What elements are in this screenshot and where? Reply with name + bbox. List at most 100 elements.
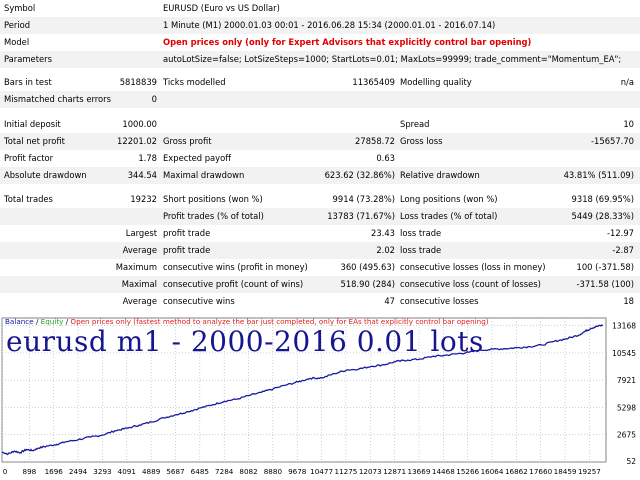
- average-profit-label: profit trade: [163, 245, 211, 255]
- trades-value: 19232: [130, 194, 157, 204]
- x-tick-label: 8880: [264, 467, 283, 476]
- netprofit-label: Total net profit: [4, 136, 65, 146]
- x-tick-label: 18459: [554, 467, 577, 476]
- average-loss-label: loss trade: [400, 245, 442, 255]
- maxprofit-value: 518.90 (284): [340, 279, 396, 289]
- grossloss-value: -15657.70: [591, 136, 634, 146]
- grossprofit-value: 27858.72: [355, 136, 395, 146]
- maximal-label: Maximal: [121, 279, 157, 289]
- maxdd-label: Maximal drawdown: [163, 170, 245, 180]
- profittr-value: 13783 (71.67%): [327, 211, 395, 221]
- x-tick-label: 12073: [359, 467, 382, 476]
- x-tick-label: 16064: [481, 467, 504, 476]
- maxprofit-label: consecutive profit (count of wins): [163, 279, 304, 289]
- grossprofit-label: Gross profit: [163, 136, 212, 146]
- x-tick-label: 12871: [383, 467, 406, 476]
- profittr-label: Profit trades (% of total): [163, 211, 264, 221]
- average-loss-value: -2.87: [612, 245, 634, 255]
- maximum-label: Maximum: [115, 262, 157, 272]
- pf-label: Profit factor: [4, 153, 54, 163]
- overlay-title: eurusd m1 - 2000-2016 0.01 lots: [6, 325, 484, 358]
- largest-label: Largest: [125, 228, 157, 238]
- x-tick-label: 19257: [578, 467, 601, 476]
- legend-sep2: /: [63, 317, 71, 326]
- x-tick-label: 9678: [288, 467, 307, 476]
- maxwins-value: 360 (495.63): [340, 262, 396, 272]
- y-tick-label: 52: [626, 457, 636, 466]
- y-tick-label: 10545: [612, 349, 636, 358]
- maxlosses-label: consecutive losses (loss in money): [400, 262, 546, 272]
- legend-equity: Equity: [40, 317, 64, 326]
- legend-description: (fastest method to analyze the bar just …: [131, 317, 489, 326]
- bars-value: 5818839: [119, 77, 157, 87]
- x-tick-label: 0: [3, 467, 8, 476]
- maxloss-value: -371.58 (100): [576, 279, 634, 289]
- mismatch-value: 0: [151, 94, 157, 104]
- x-tick-label: 5687: [166, 467, 184, 476]
- netprofit-value: 12201.02: [117, 136, 157, 146]
- reldd-value: 43.81% (511.09): [563, 170, 634, 180]
- largest-profit-value: 23.43: [371, 228, 395, 238]
- payoff-label: Expected payoff: [163, 153, 232, 163]
- absdd-value: 344.54: [127, 170, 157, 180]
- x-tick-label: 898: [23, 467, 37, 476]
- x-tick-label: 11275: [335, 467, 358, 476]
- legend-sep1: /: [33, 317, 41, 326]
- short-label: Short positions (won %): [163, 194, 263, 204]
- deposit-label: Initial deposit: [4, 119, 61, 129]
- absdd-label: Absolute drawdown: [4, 170, 87, 180]
- x-tick-label: 10477: [310, 467, 333, 476]
- model-label: Model: [4, 37, 30, 47]
- ticks-value: 11365409: [352, 77, 395, 87]
- losstr-label: Loss trades (% of total): [400, 211, 498, 221]
- long-label: Long positions (won %): [400, 194, 498, 204]
- maxloss-label: consecutive loss (count of losses): [400, 279, 541, 289]
- average-label: Average: [122, 245, 157, 255]
- long-value: 9318 (69.95%): [571, 194, 634, 204]
- x-tick-label: 8082: [239, 467, 257, 476]
- quality-label: Modelling quality: [400, 77, 472, 87]
- params-value: autoLotSize=false; LotSizeSteps=1000; St…: [163, 54, 622, 64]
- bars-label: Bars in test: [4, 77, 52, 87]
- x-tick-label: 4091: [118, 467, 136, 476]
- trades-label: Total trades: [4, 194, 53, 204]
- spread-label: Spread: [400, 119, 430, 129]
- balance-series-line: [1, 324, 604, 456]
- x-tick-label: 17660: [529, 467, 552, 476]
- ticks-label: Ticks modelled: [163, 77, 226, 87]
- short-value: 9914 (73.28%): [332, 194, 395, 204]
- y-tick-label: 13168: [612, 322, 636, 331]
- deposit-value: 1000.00: [122, 119, 157, 129]
- largest-loss-label: loss trade: [400, 228, 442, 238]
- x-tick-label: 15266: [456, 467, 479, 476]
- x-tick-label: 4889: [142, 467, 161, 476]
- maxlosses-value: 100 (-371.58): [576, 262, 634, 272]
- maxdd-value: 623.62 (32.86%): [324, 170, 395, 180]
- chart-legend: Balance / Equity / Open prices only (fas…: [5, 317, 489, 326]
- average2-label: Average: [122, 296, 157, 306]
- avgwins-value: 47: [384, 296, 395, 306]
- period-label: Period: [4, 20, 31, 30]
- y-tick-label: 5298: [617, 403, 636, 412]
- y-tick-label: 7921: [617, 376, 636, 385]
- symbol-label: Symbol: [4, 3, 36, 13]
- pf-value: 1.78: [138, 153, 157, 163]
- x-tick-label: 2494: [69, 467, 88, 476]
- model-value: Open prices only (only for Expert Adviso…: [163, 37, 532, 47]
- spread-value: 10: [623, 119, 634, 129]
- quality-value: n/a: [620, 77, 634, 87]
- losstr-value: 5449 (28.33%): [571, 211, 634, 221]
- grossloss-label: Gross loss: [400, 136, 443, 146]
- maxwins-label: consecutive wins (profit in money): [163, 262, 308, 272]
- x-tick-label: 14468: [432, 467, 455, 476]
- legend-balance: Balance: [5, 317, 34, 326]
- symbol-value: EURUSD (Euro vs US Dollar): [163, 3, 280, 13]
- average-profit-value: 2.02: [376, 245, 395, 255]
- avglosses-label: consecutive losses: [400, 296, 479, 306]
- balance-chart: 13168 10545 7921 5298 2675 52 0 898 1696 2494 329…: [0, 316, 640, 480]
- params-label: Parameters: [4, 54, 52, 64]
- x-tick-label: 6485: [191, 467, 209, 476]
- avgwins-label: consecutive wins: [163, 296, 235, 306]
- x-tick-label: 1696: [45, 467, 64, 476]
- largest-profit-label: profit trade: [163, 228, 211, 238]
